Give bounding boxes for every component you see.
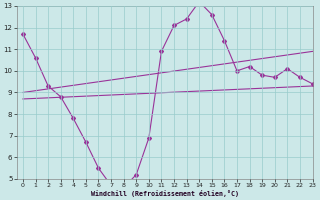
X-axis label: Windchill (Refroidissement éolien,°C): Windchill (Refroidissement éolien,°C) — [91, 190, 239, 197]
